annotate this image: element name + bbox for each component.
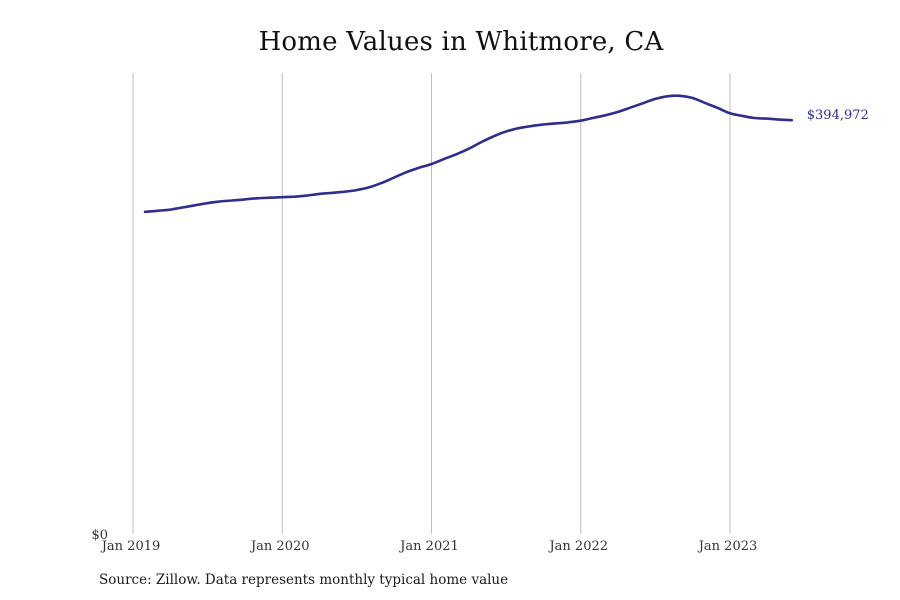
data-point bbox=[430, 163, 433, 166]
end-value-label: $394,972 bbox=[807, 108, 869, 123]
data-point bbox=[554, 122, 557, 125]
data-point bbox=[629, 106, 632, 109]
x-tick-label: Jan 2020 bbox=[249, 539, 310, 554]
data-point bbox=[567, 121, 570, 124]
chart-source-note: Source: Zillow. Data represents monthly … bbox=[99, 572, 509, 588]
data-point bbox=[716, 106, 719, 109]
data-point bbox=[156, 210, 159, 213]
data-point bbox=[206, 202, 209, 205]
data-point bbox=[616, 111, 619, 114]
data-point bbox=[691, 97, 694, 100]
data-point bbox=[442, 158, 445, 161]
data-point bbox=[355, 189, 358, 192]
x-tick-label: Jan 2022 bbox=[547, 539, 608, 554]
data-point bbox=[791, 119, 794, 122]
data-point bbox=[194, 204, 197, 207]
y-tick-label: $0 bbox=[91, 528, 108, 543]
data-point bbox=[181, 206, 184, 209]
data-point bbox=[305, 194, 308, 197]
data-point bbox=[592, 117, 595, 120]
data-point bbox=[778, 118, 781, 121]
data-point bbox=[318, 193, 321, 196]
chart-title: Home Values in Whitmore, CA bbox=[258, 27, 664, 57]
data-point bbox=[666, 95, 669, 98]
data-point bbox=[455, 153, 458, 156]
home-value-series-line bbox=[143, 94, 794, 214]
data-point bbox=[492, 135, 495, 138]
data-point bbox=[293, 195, 296, 198]
data-point bbox=[654, 98, 657, 101]
data-point bbox=[417, 167, 420, 170]
data-point bbox=[504, 130, 507, 133]
data-point bbox=[393, 176, 396, 179]
data-point bbox=[604, 114, 607, 117]
data-point bbox=[542, 123, 545, 126]
data-point bbox=[405, 171, 408, 174]
data-point bbox=[330, 192, 333, 195]
data-point bbox=[343, 191, 346, 194]
data-point bbox=[281, 196, 284, 199]
data-point bbox=[243, 198, 246, 201]
data-point bbox=[480, 141, 483, 144]
data-point bbox=[529, 125, 532, 128]
data-point bbox=[467, 148, 470, 151]
data-point bbox=[766, 117, 769, 120]
data-point bbox=[368, 186, 371, 189]
data-point bbox=[380, 182, 383, 185]
x-tick-label: Jan 2021 bbox=[398, 539, 459, 554]
data-point bbox=[753, 117, 756, 120]
data-point bbox=[517, 127, 520, 130]
data-point bbox=[741, 115, 744, 118]
data-point bbox=[218, 200, 221, 203]
data-point bbox=[268, 196, 271, 199]
data-point bbox=[579, 119, 582, 122]
data-point bbox=[728, 112, 731, 115]
data-point bbox=[144, 211, 147, 214]
data-point bbox=[679, 95, 682, 98]
x-tick-label: Jan 2019 bbox=[100, 539, 161, 554]
data-point bbox=[641, 102, 644, 105]
data-point bbox=[256, 197, 259, 200]
x-tick-label: Jan 2023 bbox=[697, 539, 758, 554]
data-point bbox=[703, 102, 706, 105]
data-point bbox=[231, 199, 234, 202]
data-point bbox=[169, 208, 172, 211]
